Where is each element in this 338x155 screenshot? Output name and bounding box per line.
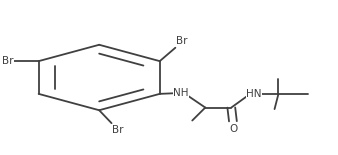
Text: Br: Br (176, 36, 188, 46)
Text: HN: HN (246, 89, 262, 99)
Text: Br: Br (112, 125, 124, 135)
Text: O: O (229, 124, 237, 134)
Text: NH: NH (173, 88, 189, 98)
Text: Br: Br (2, 56, 13, 66)
